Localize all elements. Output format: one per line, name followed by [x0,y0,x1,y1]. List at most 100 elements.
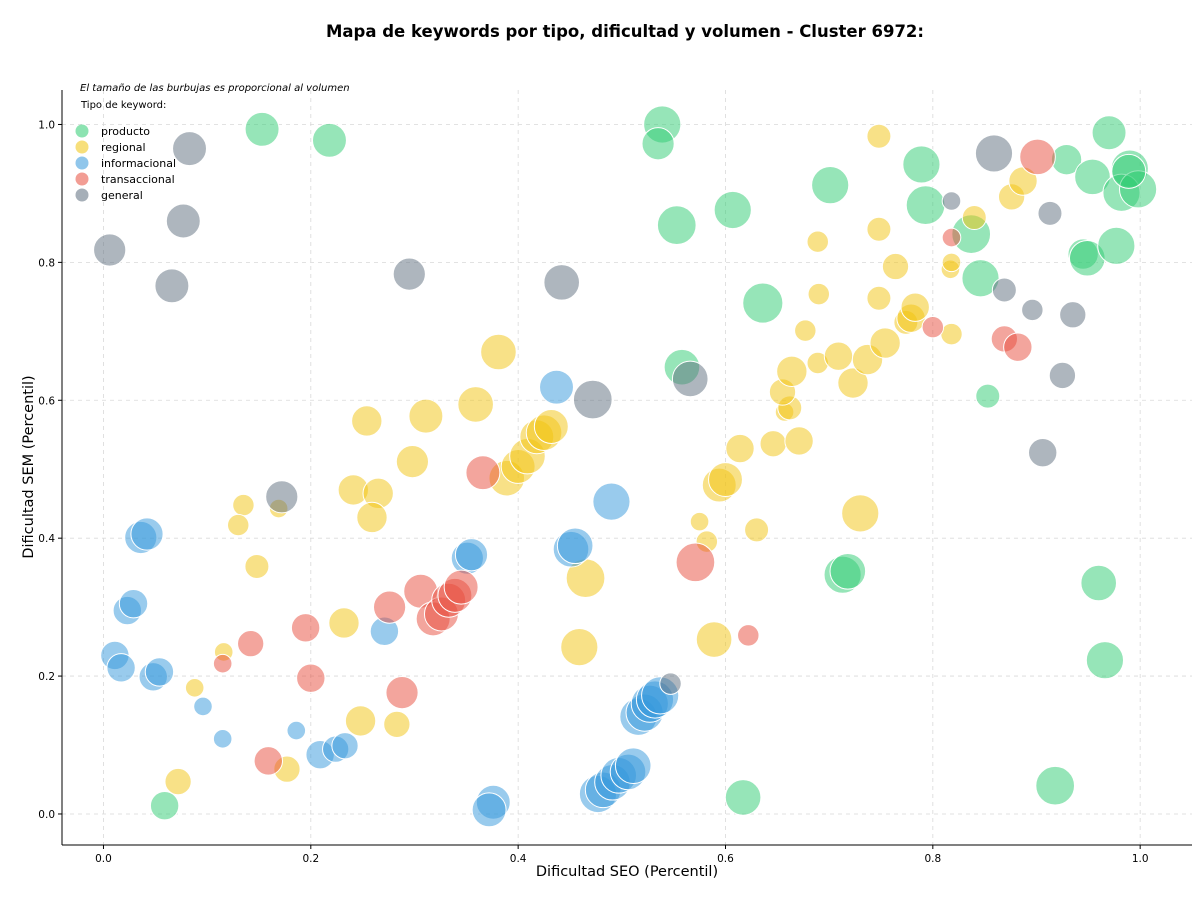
data-points [93,105,1158,828]
transaccional-bubble [675,542,716,583]
regional-bubble [776,355,808,387]
producto-bubble [1080,564,1117,602]
tick-labels: 0.0 0.0 0.2 0.2 0.4 0.4 0.6 0.6 0.8 0.8 1.0 1.0 [38,119,1148,865]
general-bubble [154,268,190,304]
legend-title: Tipo de keyword: [80,100,166,111]
legend-label-transaccional: transaccional [101,173,175,186]
general-bubble [1028,437,1058,468]
legend-marker-producto [75,124,89,138]
regional-bubble [961,205,987,231]
transaccional-bubble [253,746,284,776]
transaccional-bubble [737,624,760,647]
axes [58,90,1192,849]
producto-bubble [905,185,946,225]
producto-bubble [1074,158,1111,196]
transaccional-bubble [385,676,419,710]
informacional-bubble [144,657,175,687]
producto-bubble [829,552,867,590]
general-bubble [392,257,426,291]
y-tick-label: 0.2 [38,671,55,683]
general-bubble [941,191,962,211]
regional-bubble [344,705,377,737]
bubble-size-note: El tamaño de las burbujas es proporciona… [80,83,350,94]
general-bubble [543,264,580,301]
informacional-bubble [130,517,164,551]
y-axis-label: Dificultad SEM (Percentil) [21,375,37,558]
regional-bubble [408,398,444,434]
regional-bubble [383,710,411,738]
legend-label-informacional: informacional [101,157,176,170]
regional-bubble [869,327,901,359]
informacional-bubble [193,696,213,717]
x-tick-label: 1.0 [1132,853,1149,865]
producto-bubble [811,166,850,205]
regional-bubble [184,677,205,698]
regional-bubble [244,553,270,579]
regional-bubble [533,409,569,444]
x-tick-label: 0.2 [302,853,319,865]
transaccional-bubble [941,227,962,248]
informacional-bubble [286,720,307,741]
producto-bubble [902,145,941,184]
transaccional-bubble [921,315,945,339]
producto-bubble [961,259,1000,298]
x-tick-label: 0.8 [924,853,941,865]
legend: producto regional informacional transaccion… [75,124,176,202]
general-bubble [1021,298,1044,322]
general-bubble [165,203,201,239]
informacional-bubble [331,732,359,760]
producto-bubble [742,282,784,324]
producto-bubble [311,122,347,158]
regional-bubble [351,405,383,437]
y-tick-label: 1.0 [38,119,55,131]
producto-bubble [641,127,675,161]
regional-bubble [794,319,817,342]
regional-bubble [900,292,930,322]
informacional-bubble [106,653,136,683]
transaccional-bubble [290,613,321,643]
regional-bubble [227,513,250,537]
regional-bubble [881,252,910,281]
producto-bubble [724,779,762,816]
legend-marker-regional [75,140,89,154]
y-tick-label: 0.6 [38,395,55,407]
transaccional-bubble [372,590,407,624]
regional-bubble [806,230,829,253]
producto-bubble [1035,765,1076,806]
regional-bubble [164,767,192,796]
informacional-bubble [118,588,149,619]
legend-marker-informacional [75,156,89,170]
general-bubble [974,134,1014,173]
x-tick-label: 0.4 [510,853,527,865]
general-bubble [991,277,1017,303]
producto-bubble [1097,226,1136,265]
informacional-bubble [556,527,594,565]
informacional-bubble [212,729,233,749]
regional-bubble [866,216,892,242]
transaccional-bubble [237,630,265,658]
informacional-bubble [614,747,652,785]
regional-bubble [866,123,892,149]
informacional-bubble [592,482,631,521]
general-bubble [1048,361,1077,390]
general-bubble [659,672,682,695]
legend-marker-transaccional [75,172,89,186]
regional-bubble [807,282,831,306]
regional-bubble [708,462,743,498]
transaccional-bubble [443,569,479,605]
general-bubble [1059,301,1087,329]
producto-bubble [975,383,1001,409]
producto-bubble [244,111,280,147]
regional-bubble [866,285,892,311]
regional-bubble [689,511,710,532]
x-tick-label: 0.6 [717,853,734,865]
producto-bubble [713,190,752,230]
regional-bubble [759,430,787,458]
producto-bubble [1111,153,1147,189]
regional-bubble [328,607,360,639]
general-bubble [265,480,299,514]
transaccional-bubble [296,663,326,693]
informacional-bubble [471,792,507,828]
regional-bubble [232,493,255,517]
